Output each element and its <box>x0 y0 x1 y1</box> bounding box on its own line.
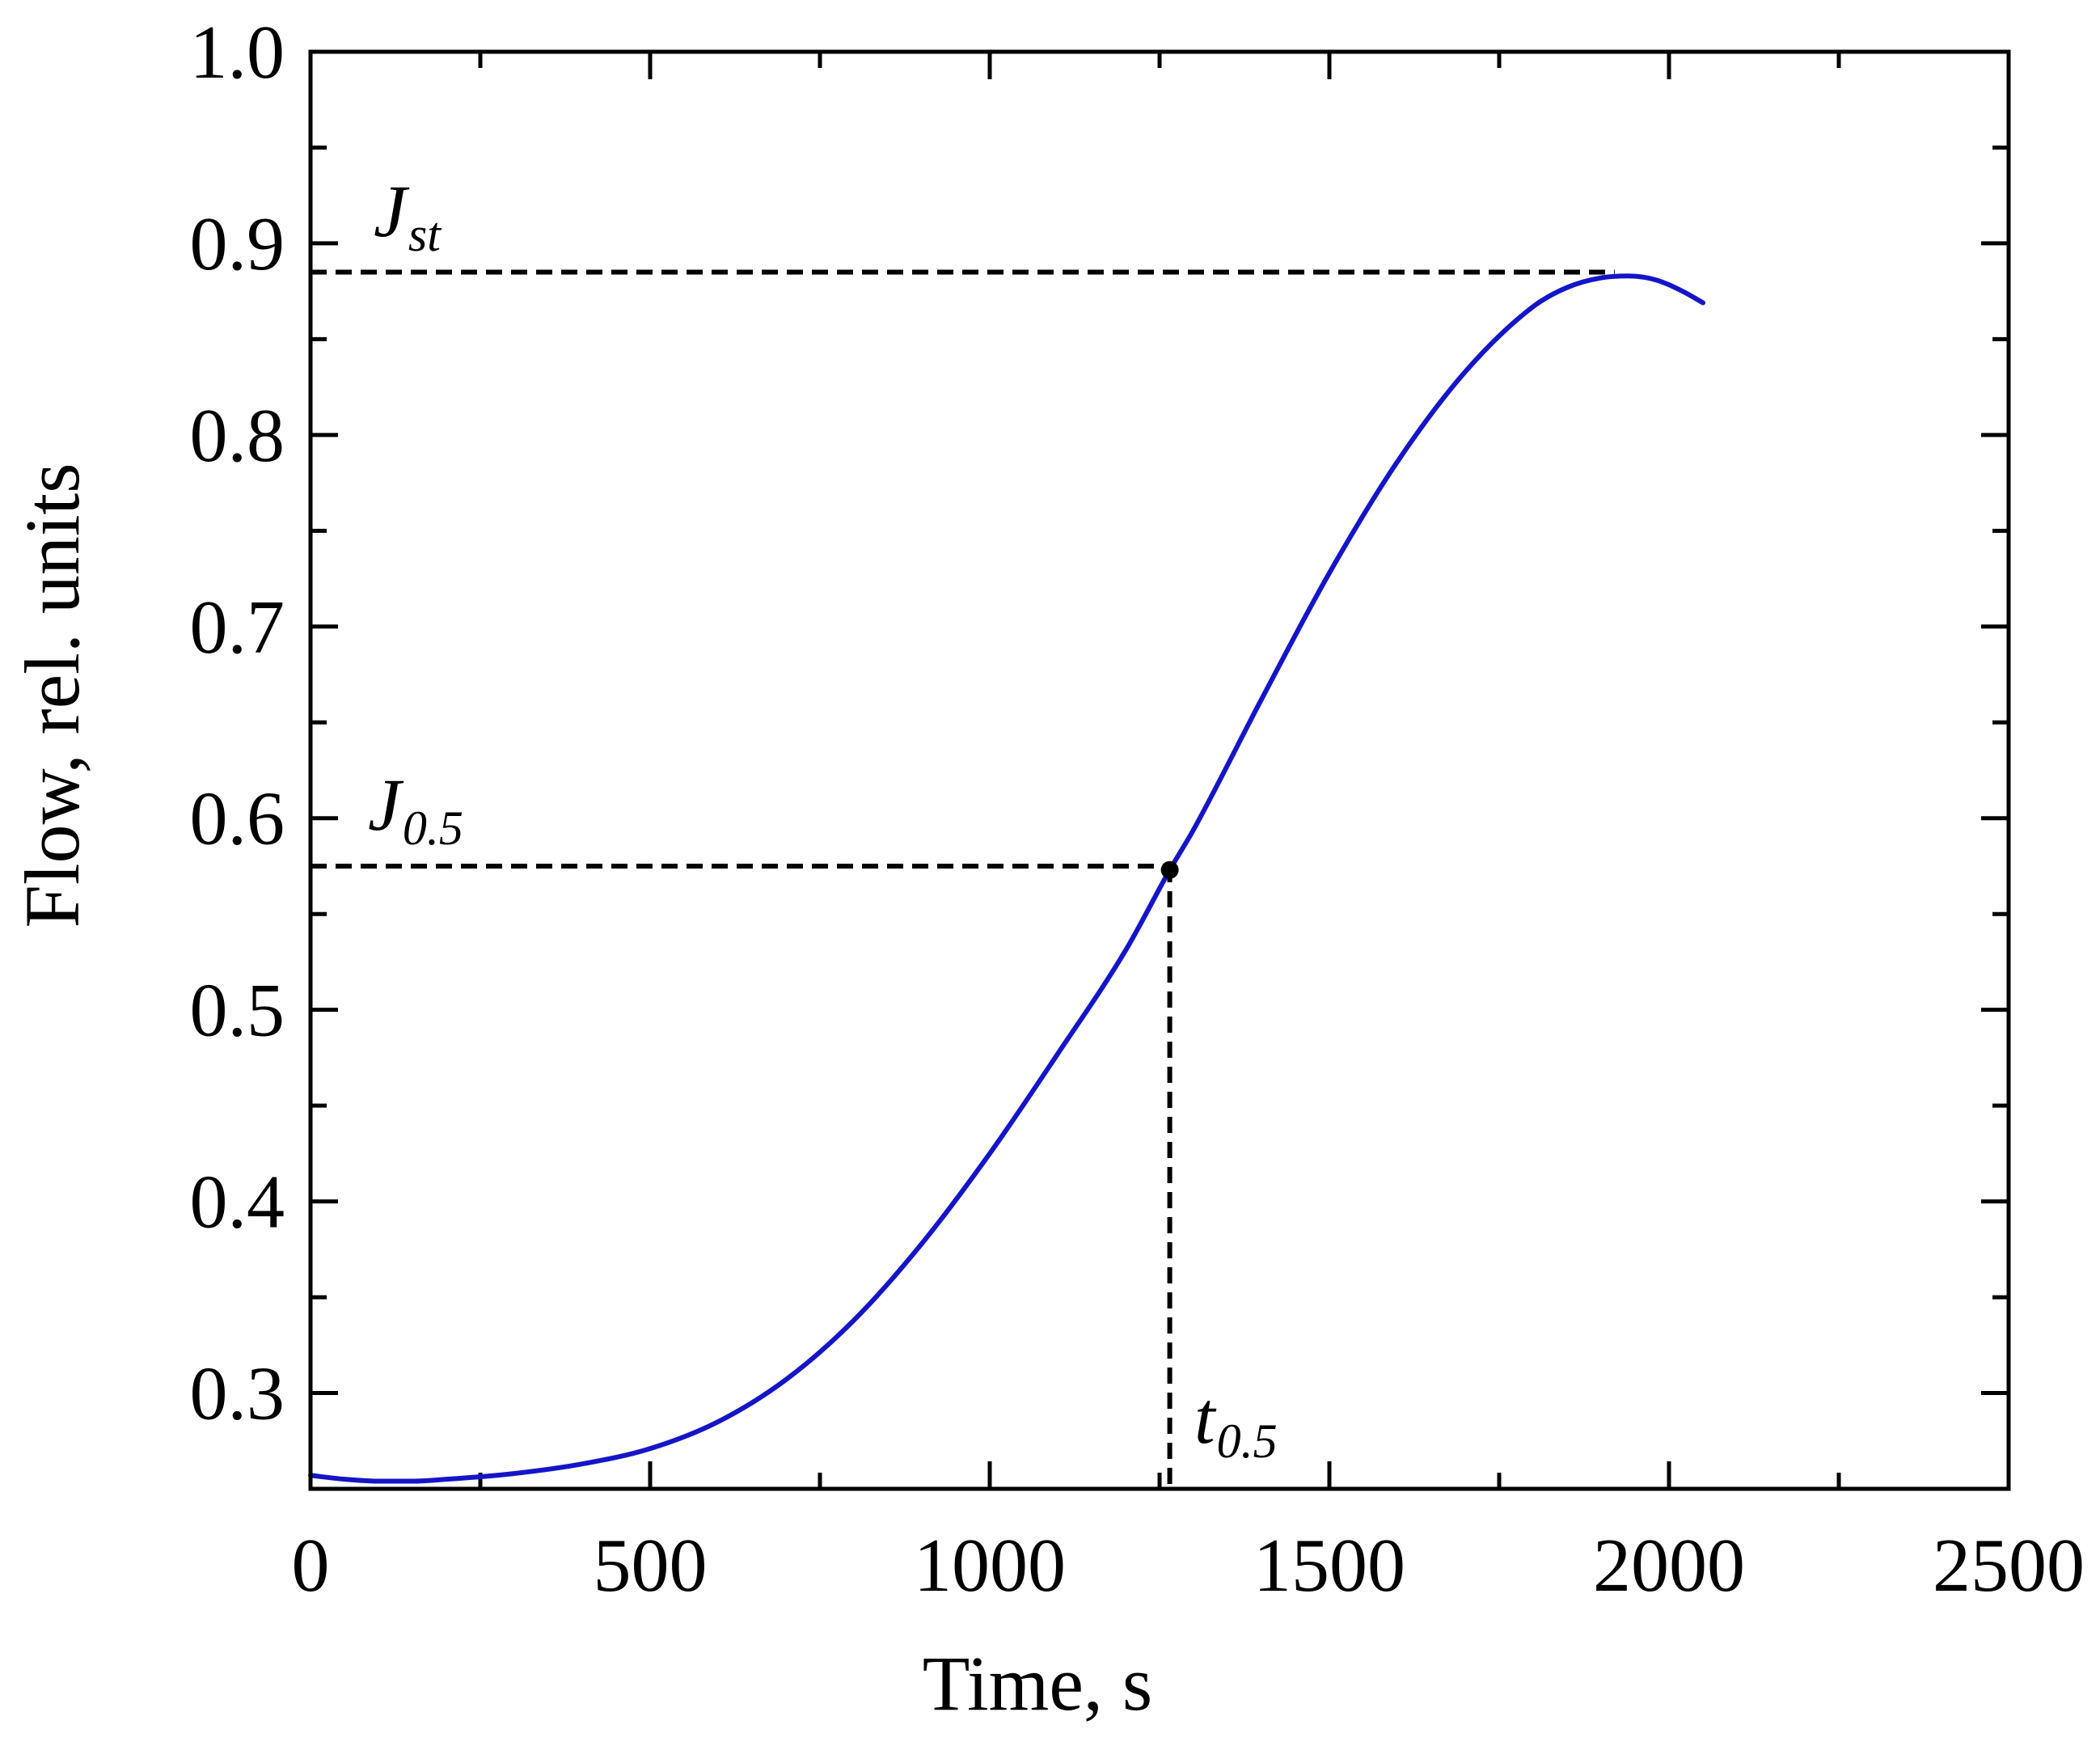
x-tick-label: 1000 <box>914 1524 1066 1608</box>
half-flow-marker <box>1160 860 1179 879</box>
axis-ticks <box>308 49 2011 1491</box>
x-axis-title: Time, s <box>923 1640 1153 1727</box>
y-tick-label: 0.4 <box>190 1160 285 1245</box>
annotation-j-st: Jst <box>374 170 442 261</box>
y-axis-title: Flow, rel. units <box>9 463 95 928</box>
y-tick-label: 0.7 <box>190 586 285 670</box>
y-tick-label: 0.8 <box>190 394 285 478</box>
reference-lines <box>311 269 1615 1489</box>
x-tick-label: 2500 <box>1933 1524 2085 1608</box>
x-tick-label: 1500 <box>1253 1524 1405 1608</box>
x-tick-label: 2000 <box>1593 1524 1745 1608</box>
x-tick-label: 500 <box>594 1524 708 1608</box>
tick-labels: 0 500 1000 1500 2000 2500 0.3 0.4 0.5 0.6 0.7 0.8 0.… <box>190 11 2085 1608</box>
y-tick-label: 0.5 <box>190 969 285 1053</box>
annotation-j-half: J0.5 <box>368 763 463 855</box>
y-tick-label: 0.9 <box>190 202 285 286</box>
y-tick-label: 1.0 <box>190 11 285 95</box>
x-tick-label: 0 <box>292 1524 330 1608</box>
y-tick-label: 0.3 <box>190 1352 285 1436</box>
plot-frame <box>308 49 2011 1491</box>
y-tick-label: 0.6 <box>190 777 285 861</box>
annotation-t-half: t0.5 <box>1194 1376 1278 1468</box>
series-line <box>308 273 1705 1484</box>
